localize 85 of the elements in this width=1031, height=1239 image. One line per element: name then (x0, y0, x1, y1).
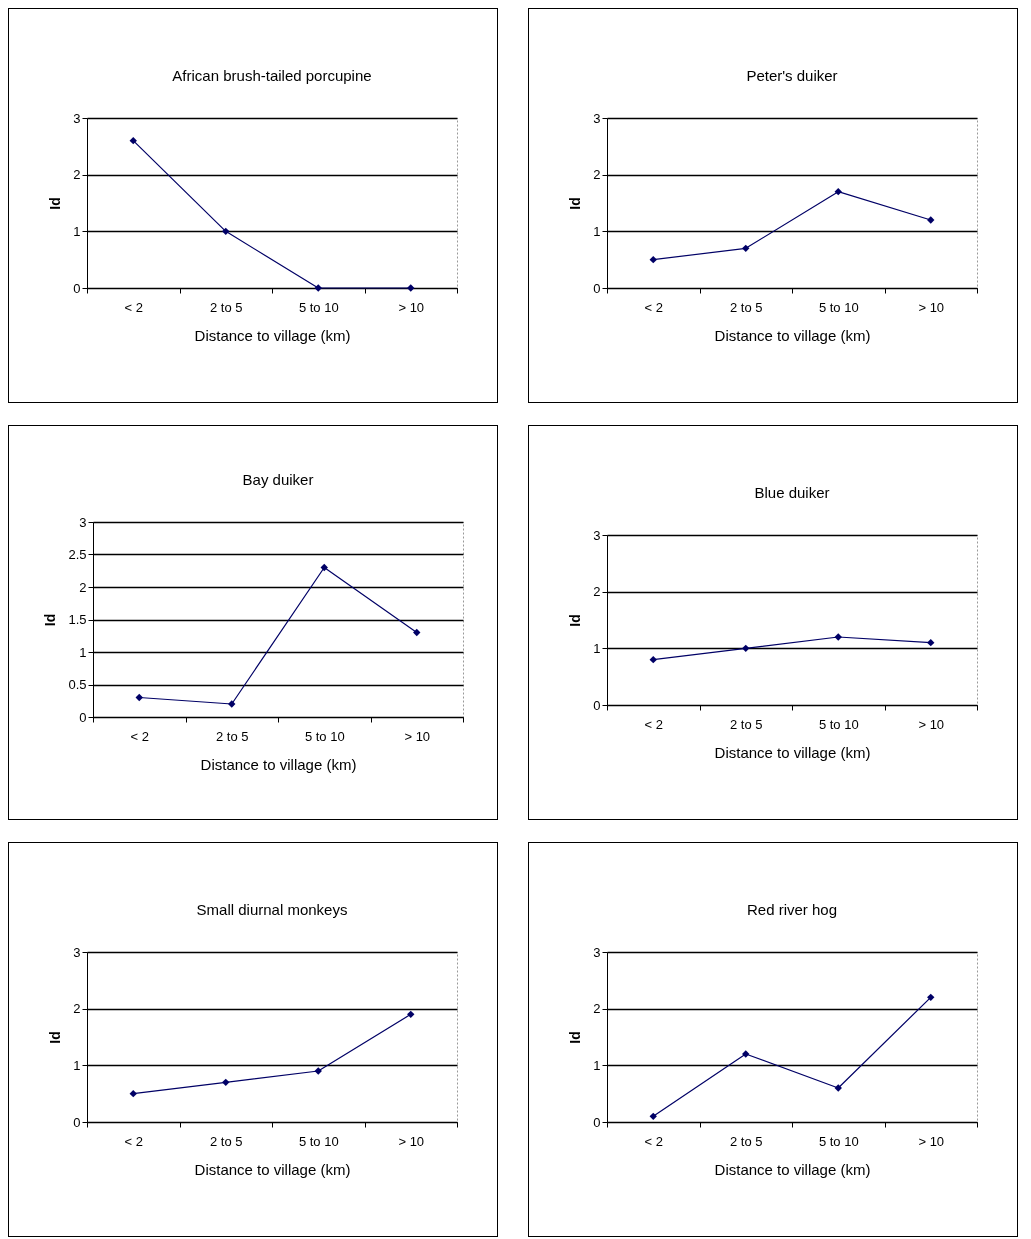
point (407, 1010, 415, 1018)
chart-title: Bay duiker (242, 471, 313, 488)
chart-title: Blue duiker (754, 483, 830, 501)
x-tick-label: > 10 (398, 1133, 425, 1148)
x-tick-label: < 2 (124, 299, 143, 314)
y-tick-label: 0 (78, 709, 86, 725)
x-axis-title: Distance to village (km) (714, 326, 871, 343)
point (129, 136, 137, 144)
y-tick-label: 2 (73, 1000, 81, 1016)
x-tick-label: 2 to 5 (215, 728, 249, 744)
y-tick-label: 3 (78, 514, 86, 530)
y-axis-title: Id (567, 1030, 584, 1044)
x-tick-label: 2 to 5 (729, 716, 763, 731)
x-axis-title: Distance to village (km) (200, 755, 356, 773)
point (129, 1089, 137, 1097)
y-axis-title: Id (47, 196, 64, 210)
x-tick-label: > 10 (398, 299, 425, 314)
y-tick-label: 0 (593, 697, 601, 712)
x-tick-label: 2 to 5 (729, 299, 763, 314)
y-tick-label: 0 (73, 1114, 81, 1129)
x-tick-label: 2 to 5 (729, 1133, 763, 1148)
point (222, 1078, 230, 1086)
x-tick-label: < 2 (130, 728, 149, 744)
x-axis-title: Distance to village (km) (194, 326, 351, 343)
y-tick-label: 2 (593, 166, 601, 182)
chart-title: Small diurnal monkeys (196, 900, 348, 918)
x-tick-label: < 2 (644, 299, 663, 314)
x-axis-title: Distance to village (km) (714, 1160, 871, 1177)
y-tick-label: 3 (593, 527, 601, 542)
chart-title: Red river hog (746, 900, 838, 918)
y-axis-title: Id (47, 1030, 64, 1044)
y-tick-label: 1 (78, 644, 86, 660)
point (412, 628, 420, 637)
x-tick-label: < 2 (124, 1133, 143, 1148)
point (927, 638, 935, 646)
point (742, 644, 750, 652)
y-tick-label: 2 (593, 1000, 601, 1016)
x-tick-label: 5 to 10 (818, 1133, 859, 1148)
y-axis-title: Id (41, 613, 58, 627)
x-tick-label: 5 to 10 (298, 1133, 339, 1148)
y-tick-label: 0 (593, 280, 601, 295)
point (320, 563, 328, 572)
x-tick-label: 2 to 5 (209, 299, 243, 314)
x-tick-label: > 10 (403, 728, 430, 744)
point (135, 693, 143, 702)
y-tick-label: 1 (593, 1057, 601, 1073)
y-tick-label: 1 (73, 1057, 81, 1073)
x-axis-title: Distance to village (km) (714, 743, 871, 760)
point (742, 244, 750, 252)
chart-title: African brush-tailed porcupine (172, 66, 372, 84)
x-tick-label: > 10 (918, 716, 945, 731)
y-tick-label: 3 (593, 944, 601, 959)
y-tick-label: 1 (593, 640, 601, 656)
y-tick-label: 0.5 (67, 677, 86, 692)
x-tick-label: > 10 (918, 1133, 945, 1148)
x-tick-label: < 2 (644, 1133, 663, 1148)
x-tick-label: 5 to 10 (304, 728, 345, 744)
x-tick-label: < 2 (644, 716, 663, 731)
y-tick-label: 1 (593, 223, 601, 239)
y-axis-title: Id (567, 613, 584, 627)
y-tick-label: 2 (73, 166, 81, 182)
y-tick-label: 3 (73, 110, 81, 125)
y-tick-label: 2.5 (67, 547, 86, 562)
point (222, 227, 230, 235)
y-tick-label: 2 (78, 579, 86, 595)
x-tick-label: 5 to 10 (298, 299, 339, 314)
y-tick-label: 2 (593, 583, 601, 599)
y-tick-label: 3 (73, 944, 81, 959)
x-tick-label: 5 to 10 (818, 299, 859, 314)
y-tick-label: 0 (593, 1114, 601, 1129)
y-tick-label: 0 (73, 280, 81, 295)
point (649, 255, 657, 263)
x-tick-label: > 10 (918, 299, 945, 314)
point (834, 187, 842, 195)
y-tick-label: 1.5 (67, 612, 86, 627)
x-tick-label: 2 to 5 (209, 1133, 243, 1148)
x-axis-title: Distance to village (km) (194, 1160, 351, 1177)
chart-title: Peter's duiker (746, 66, 838, 84)
y-tick-label: 3 (593, 110, 601, 125)
point (927, 993, 935, 1001)
y-axis-title: Id (567, 196, 584, 210)
point (649, 655, 657, 663)
y-tick-label: 1 (73, 223, 81, 239)
x-tick-label: 5 to 10 (818, 716, 859, 731)
point (649, 1112, 657, 1120)
